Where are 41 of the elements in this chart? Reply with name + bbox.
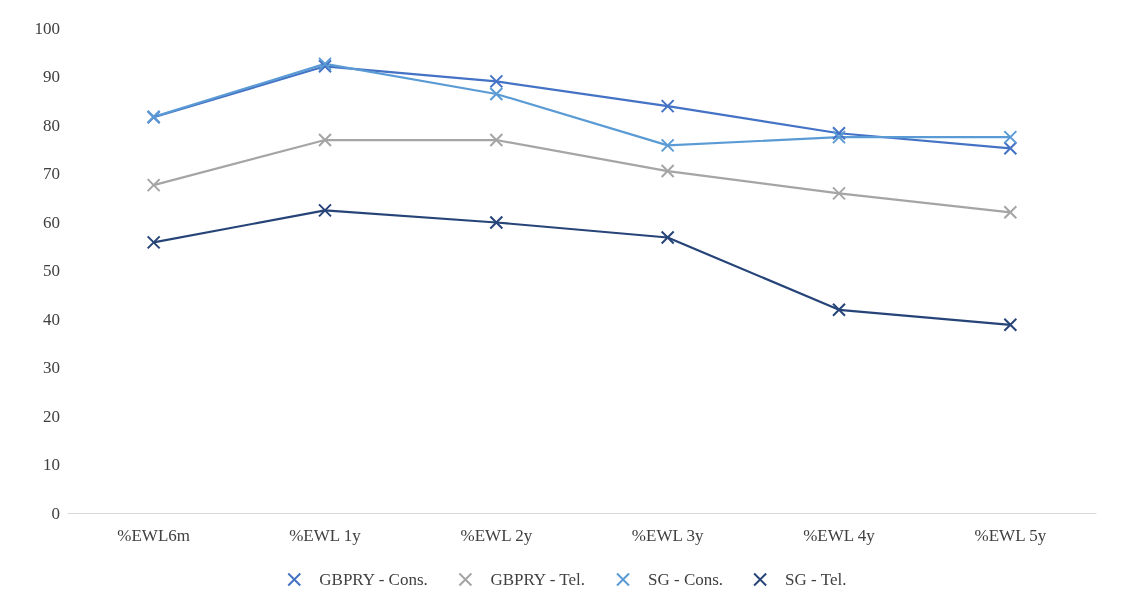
y-tick-label: 60 [43, 212, 60, 232]
y-tick-label: 80 [43, 115, 60, 135]
point [1003, 317, 1018, 332]
x-tick-label: %EWL 1y [289, 526, 362, 545]
point [146, 235, 161, 250]
point [489, 74, 504, 89]
point [489, 86, 504, 101]
x-tick-label: %EWL 2y [460, 526, 533, 545]
x-tick-label: %EWL 3y [631, 526, 704, 545]
point [660, 164, 675, 179]
y-tick-label: 0 [51, 503, 60, 523]
legend-label: GBPRY - Tel. [490, 570, 586, 589]
legend-label: GBPRY - Cons. [319, 570, 428, 589]
point [832, 126, 846, 141]
x-tick-label: %EWL 4y [803, 526, 876, 545]
point [318, 133, 332, 148]
x-tick-label: %EWL 5y [974, 526, 1047, 545]
point [660, 138, 675, 153]
point [1003, 130, 1018, 145]
point [489, 133, 504, 148]
y-tick-label: 20 [43, 406, 60, 426]
point [660, 230, 675, 245]
point [1003, 141, 1018, 156]
point [489, 215, 504, 230]
point [146, 178, 161, 193]
y-tick-label: 50 [43, 261, 60, 280]
point [832, 186, 846, 201]
point [1003, 205, 1018, 220]
y-tick-label: 70 [43, 164, 60, 183]
point [660, 99, 675, 114]
point [832, 130, 846, 145]
point [832, 302, 846, 317]
y-tick-label: 30 [43, 358, 60, 377]
y-tick-label: 100 [34, 18, 60, 38]
legend-label: SG - Cons. [648, 570, 724, 589]
point [318, 203, 332, 218]
y-tick-label: 90 [43, 67, 60, 86]
x-tick-label: %EWL6m [117, 526, 191, 545]
y-tick-label: 40 [43, 309, 60, 329]
legend-label: SG - Tel. [785, 570, 847, 589]
y-tick-label: 10 [43, 455, 60, 474]
